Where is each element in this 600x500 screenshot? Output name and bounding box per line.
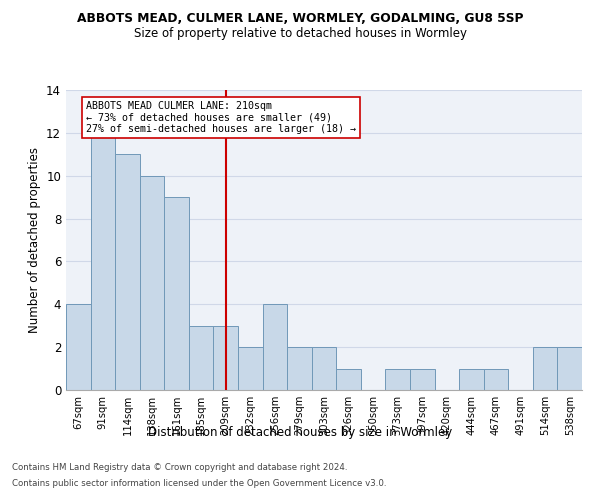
Bar bbox=[214, 326, 238, 390]
Bar bbox=[459, 368, 484, 390]
Text: Contains HM Land Registry data © Crown copyright and database right 2024.: Contains HM Land Registry data © Crown c… bbox=[12, 464, 347, 472]
Text: ABBOTS MEAD CULMER LANE: 210sqm
← 73% of detached houses are smaller (49)
27% of: ABBOTS MEAD CULMER LANE: 210sqm ← 73% of… bbox=[86, 100, 356, 134]
Bar bbox=[91, 133, 115, 390]
Bar bbox=[287, 347, 312, 390]
Bar bbox=[66, 304, 91, 390]
Bar bbox=[312, 347, 336, 390]
Bar bbox=[140, 176, 164, 390]
Text: Contains public sector information licensed under the Open Government Licence v3: Contains public sector information licen… bbox=[12, 478, 386, 488]
Bar bbox=[557, 347, 582, 390]
Bar bbox=[484, 368, 508, 390]
Bar bbox=[115, 154, 140, 390]
Text: ABBOTS MEAD, CULMER LANE, WORMLEY, GODALMING, GU8 5SP: ABBOTS MEAD, CULMER LANE, WORMLEY, GODAL… bbox=[77, 12, 523, 26]
Bar bbox=[385, 368, 410, 390]
Bar bbox=[238, 347, 263, 390]
Bar bbox=[336, 368, 361, 390]
Bar bbox=[189, 326, 214, 390]
Y-axis label: Number of detached properties: Number of detached properties bbox=[28, 147, 41, 333]
Bar bbox=[164, 197, 189, 390]
Text: Distribution of detached houses by size in Wormley: Distribution of detached houses by size … bbox=[148, 426, 452, 439]
Bar bbox=[410, 368, 434, 390]
Bar bbox=[533, 347, 557, 390]
Bar bbox=[263, 304, 287, 390]
Text: Size of property relative to detached houses in Wormley: Size of property relative to detached ho… bbox=[133, 28, 467, 40]
